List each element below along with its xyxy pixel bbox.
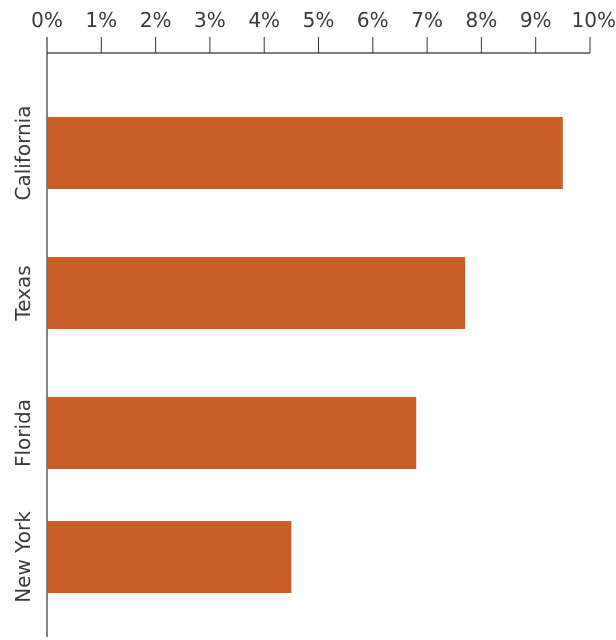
bar-new-york [47, 521, 292, 593]
x-tick-label: 0% [31, 8, 63, 32]
x-axis: 0% 1% 2% 3% 4% 5% 6% 7% 8% 9% 10% [31, 8, 616, 637]
x-tick-label: 7% [411, 8, 443, 32]
bar-texas [47, 257, 466, 329]
x-tick-label: 2% [140, 8, 172, 32]
category-label-florida: Florida [11, 399, 35, 467]
bar-california [47, 117, 563, 189]
x-tick-label: 1% [85, 8, 117, 32]
x-tick-label: 4% [248, 8, 280, 32]
bar-florida [47, 397, 417, 469]
x-tick-label: 3% [194, 8, 226, 32]
x-tick-label: 5% [303, 8, 335, 32]
bars [47, 117, 563, 593]
x-tick-label: 9% [520, 8, 552, 32]
category-label-new-york: New York [11, 511, 35, 603]
category-label-texas: Texas [11, 265, 35, 321]
x-tick-label: 10% [572, 8, 616, 32]
category-label-california: California [11, 106, 35, 201]
x-tick-label: 8% [466, 8, 498, 32]
x-tick-label: 6% [357, 8, 389, 32]
category-labels: California Texas Florida New York [11, 106, 35, 603]
